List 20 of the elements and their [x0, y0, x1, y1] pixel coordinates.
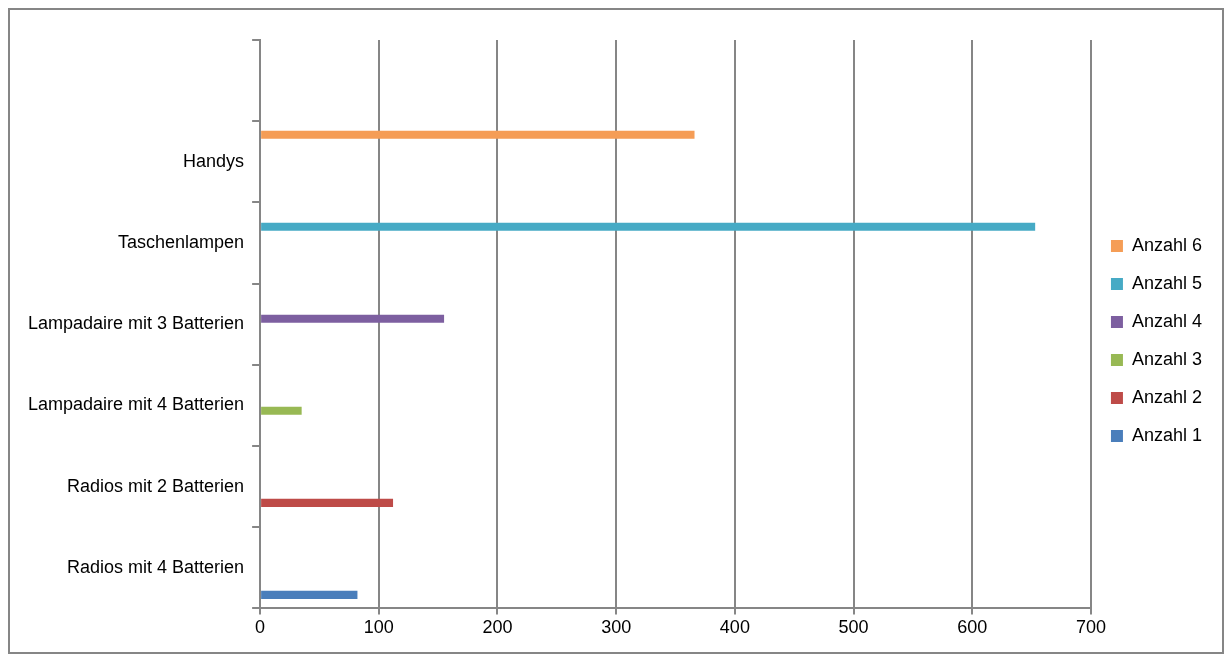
x-tick-label: 600	[957, 617, 988, 638]
y-tick-label: Radios mit 4 Batterien	[67, 556, 245, 577]
x-tick-label: 400	[719, 617, 750, 638]
x-tick-label: 500	[838, 617, 869, 638]
legend-label: Anzahl 1	[1131, 424, 1203, 445]
x-tick-label: 0	[255, 617, 266, 638]
x-tick-label: 700	[1075, 617, 1106, 638]
x-tick-label: 300	[601, 617, 632, 638]
y-tick-label: Lampadaire mit 3 Batterien	[27, 313, 245, 334]
legend-label: Anzahl 2	[1131, 386, 1203, 407]
legend-label: Anzahl 5	[1131, 272, 1203, 293]
y-tick-label: Radios mit 2 Batterien	[67, 475, 245, 496]
y-tick-label: Handys	[183, 150, 245, 171]
legend-label: Anzahl 6	[1131, 234, 1203, 255]
legend-label: Anzahl 3	[1131, 348, 1203, 369]
legend-label: Anzahl 4	[1131, 310, 1203, 331]
y-tick-label: Taschenlampen	[118, 231, 245, 252]
x-tick-label: 100	[363, 617, 394, 638]
x-tick-label: 200	[482, 617, 513, 638]
y-tick-label: Lampadaire mit 4 Batterien	[27, 394, 245, 415]
